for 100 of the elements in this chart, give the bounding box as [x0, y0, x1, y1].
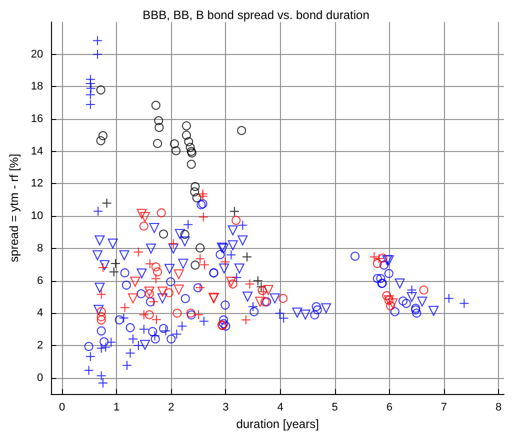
point — [96, 370, 106, 381]
point — [220, 300, 230, 310]
x-tick-label: 6 — [386, 402, 392, 414]
point — [312, 302, 321, 312]
point — [149, 223, 160, 234]
point — [412, 308, 422, 318]
point — [96, 307, 106, 316]
point — [196, 243, 205, 252]
point — [102, 198, 112, 208]
point — [150, 334, 160, 344]
point — [321, 303, 332, 314]
point — [94, 282, 105, 293]
point — [184, 137, 194, 146]
point — [394, 278, 405, 289]
y-tick-label: 18 — [30, 80, 44, 93]
point — [156, 208, 166, 218]
point — [238, 220, 248, 230]
point — [242, 292, 253, 302]
point — [160, 326, 171, 336]
point — [186, 160, 196, 169]
point — [183, 220, 194, 230]
point — [96, 315, 106, 324]
point — [146, 244, 156, 254]
point — [96, 312, 106, 322]
point — [136, 208, 147, 219]
point — [159, 324, 168, 333]
point — [174, 229, 185, 240]
point — [119, 250, 130, 260]
point — [164, 264, 175, 274]
point — [382, 291, 392, 300]
point — [126, 323, 135, 332]
point — [258, 286, 267, 295]
point — [300, 310, 310, 320]
point — [180, 236, 190, 246]
point — [228, 240, 238, 250]
point — [96, 326, 106, 336]
point — [96, 136, 106, 146]
point — [108, 266, 119, 277]
point — [138, 310, 149, 320]
point — [220, 256, 230, 267]
point — [153, 267, 162, 276]
point — [379, 260, 388, 270]
point — [84, 365, 94, 376]
point — [172, 329, 182, 340]
y-tick-label: 12 — [30, 178, 44, 190]
point — [444, 293, 454, 304]
point — [312, 305, 322, 314]
point — [128, 293, 138, 304]
point — [372, 258, 382, 268]
point — [270, 293, 280, 304]
point — [130, 276, 140, 287]
point — [255, 296, 266, 307]
point — [110, 258, 121, 268]
point — [122, 280, 131, 290]
point — [136, 268, 147, 279]
point — [292, 308, 302, 318]
x-tick-label: 2 — [168, 402, 174, 414]
point — [157, 286, 168, 297]
point — [182, 121, 191, 130]
point — [190, 187, 200, 196]
point — [166, 277, 176, 286]
point — [193, 283, 202, 292]
y-tick-label: 16 — [30, 113, 44, 126]
point — [138, 324, 149, 334]
point — [221, 322, 230, 331]
point — [172, 146, 181, 156]
point — [192, 193, 202, 202]
point — [195, 282, 206, 293]
point — [228, 280, 238, 289]
point — [146, 297, 155, 306]
point — [226, 250, 236, 260]
point — [96, 343, 106, 354]
point — [242, 252, 252, 262]
point — [216, 250, 225, 260]
point — [226, 276, 236, 287]
point — [106, 337, 116, 348]
point — [164, 288, 174, 298]
point — [100, 260, 110, 270]
point — [139, 222, 148, 231]
point — [278, 294, 288, 303]
point — [388, 298, 398, 308]
x-tick-label: 5 — [332, 402, 338, 414]
point — [263, 285, 274, 295]
x-tick-label: 3 — [222, 402, 229, 414]
point — [94, 304, 104, 315]
point — [378, 254, 388, 263]
point — [384, 269, 394, 278]
y-tick-label: 10 — [30, 210, 44, 222]
point — [157, 293, 168, 304]
point — [154, 116, 164, 126]
point — [122, 360, 132, 370]
point — [178, 258, 188, 269]
x-tick-label: 4 — [277, 402, 284, 414]
point — [398, 296, 408, 306]
point — [193, 310, 204, 320]
point — [96, 289, 106, 300]
point — [154, 122, 164, 132]
point — [153, 138, 162, 148]
point — [144, 258, 155, 269]
point — [258, 286, 268, 297]
